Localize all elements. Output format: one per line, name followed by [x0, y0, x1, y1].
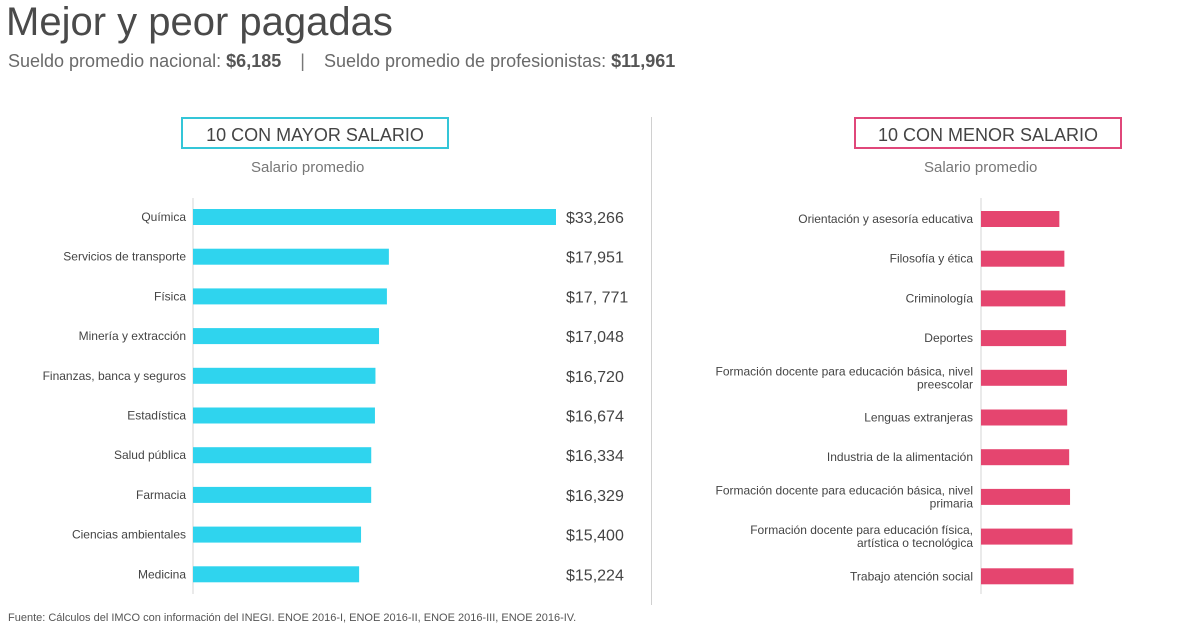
top-value-label: $17, 771 [566, 289, 628, 306]
top-salary-bar [193, 209, 556, 225]
top-category-label: Minería y extracción [79, 329, 186, 343]
top-category-label: Medicina [138, 567, 186, 581]
top-salary-bar [193, 248, 389, 265]
subtitle: Sueldo promedio nacional: $6,185 | Sueld… [8, 51, 675, 72]
low-category-label: Criminología [906, 291, 974, 305]
low-salary-bar [981, 211, 1060, 227]
top-value-label: $17,951 [566, 250, 624, 267]
top-category-label: Estadística [127, 409, 186, 423]
low-salary-bar [981, 528, 1073, 545]
top-value-label: $33,266 [566, 210, 624, 227]
top-value-label: $15,400 [566, 528, 624, 545]
low-salary-bar [981, 449, 1070, 466]
top-value-label: $16,334 [566, 448, 624, 465]
top-category-label: Salud pública [114, 448, 186, 462]
source-footer: Fuente: Cálculos del IMCO con informació… [8, 612, 577, 624]
low-category-label: Orientación y asesoría educativa [798, 212, 973, 226]
subtitle-separator: | [300, 51, 305, 71]
top-salary-bar [193, 526, 362, 543]
top-salary-bar [193, 447, 372, 464]
low-salary-bar [981, 488, 1071, 505]
top-category-label: Física [154, 289, 186, 303]
top-axis-title: Salario promedio [251, 159, 365, 176]
low-salary-bar [981, 330, 1067, 347]
top-value-label: $15,224 [566, 567, 624, 584]
top-salary-bar [193, 288, 387, 305]
top-salary-bar [193, 486, 372, 503]
top-salary-header: 10 CON MAYOR SALARIO [181, 117, 449, 149]
low-category-label: Formación docente para educación física,… [750, 523, 973, 550]
page-title: Mejor y peor pagadas [6, 0, 393, 44]
low-category-label: Formación docente para educación básica,… [716, 364, 973, 391]
low-category-label: Filosofía y ética [890, 252, 974, 266]
low-category-label: Trabajo atención social [850, 569, 973, 583]
low-category-label: Deportes [924, 331, 973, 345]
professional-salary-value: $11,961 [611, 51, 676, 71]
low-salary-bar [981, 369, 1067, 386]
low-salary-bar [981, 290, 1066, 307]
top-category-label: Finanzas, banca y seguros [43, 369, 186, 383]
low-category-label: Lenguas extranjeras [864, 411, 973, 425]
low-salary-bar [981, 250, 1065, 267]
top-salary-bar [193, 566, 360, 583]
low-category-label: Formación docente para educación básica,… [716, 483, 974, 510]
top-salary-bar [193, 367, 376, 384]
top-value-label: $16,329 [566, 488, 624, 505]
panel-divider [651, 117, 652, 605]
low-category-label: Industria de la alimentación [827, 450, 973, 464]
low-salary-bar [981, 568, 1074, 585]
top-salary-bar [193, 328, 380, 345]
top-value-label: $16,720 [566, 369, 624, 386]
top-salary-bar [193, 407, 375, 424]
top-category-label: Servicios de transporte [63, 250, 186, 264]
national-salary-value: $6,185 [226, 51, 282, 71]
top-category-label: Ciencias ambientales [72, 528, 186, 542]
top-value-label: $16,674 [566, 409, 624, 426]
low-axis-title: Salario promedio [924, 159, 1038, 176]
top-category-label: Farmacia [136, 488, 186, 502]
low-salary-header: 10 CON MENOR SALARIO [854, 117, 1122, 149]
top-value-label: $17,048 [566, 329, 624, 346]
professional-salary-label: Sueldo promedio de profesionistas: [323, 51, 607, 71]
top-category-label: Química [141, 210, 186, 224]
low-salary-bar [981, 409, 1068, 426]
national-salary-label: Sueldo promedio nacional: [8, 51, 222, 71]
